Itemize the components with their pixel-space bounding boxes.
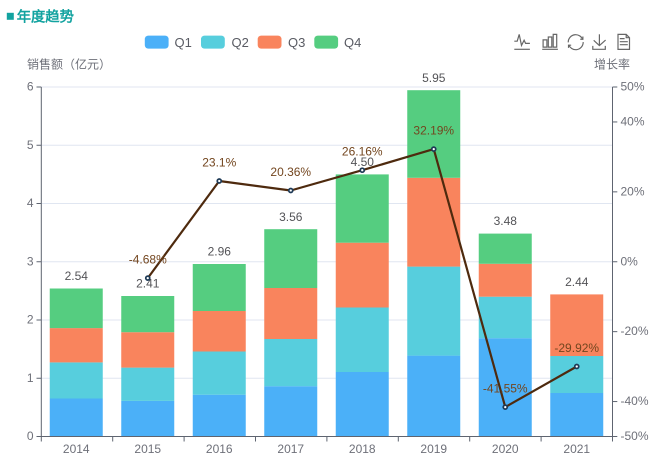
svg-text:6: 6 bbox=[27, 80, 34, 94]
svg-text:4: 4 bbox=[27, 196, 34, 210]
svg-text:26.16%: 26.16% bbox=[342, 145, 383, 159]
svg-text:2019: 2019 bbox=[420, 442, 447, 456]
svg-text:4.50: 4.50 bbox=[351, 155, 375, 169]
svg-text:3.48: 3.48 bbox=[494, 214, 518, 228]
svg-text:Q4: Q4 bbox=[344, 35, 361, 50]
svg-text:2020: 2020 bbox=[492, 442, 519, 456]
svg-text:1: 1 bbox=[27, 371, 34, 385]
svg-text:-50%: -50% bbox=[621, 429, 649, 443]
svg-text:40%: 40% bbox=[621, 114, 645, 128]
svg-text:32.19%: 32.19% bbox=[413, 124, 454, 138]
svg-text:3.56: 3.56 bbox=[279, 210, 303, 224]
svg-text:2.96: 2.96 bbox=[208, 245, 232, 259]
svg-text:销售额（亿元）: 销售额（亿元） bbox=[27, 57, 111, 72]
svg-text:5: 5 bbox=[27, 138, 34, 152]
svg-text:Q3: Q3 bbox=[288, 35, 305, 50]
svg-text:-41.55%: -41.55% bbox=[483, 382, 528, 396]
svg-text:23.1%: 23.1% bbox=[202, 156, 236, 170]
svg-text:-4.68%: -4.68% bbox=[129, 253, 167, 267]
svg-text:0: 0 bbox=[27, 429, 34, 443]
svg-text:2014: 2014 bbox=[63, 442, 90, 456]
svg-text:2.44: 2.44 bbox=[565, 275, 589, 289]
svg-text:增长率: 增长率 bbox=[594, 57, 630, 72]
svg-text:3: 3 bbox=[27, 254, 34, 268]
svg-text:2.54: 2.54 bbox=[65, 269, 89, 283]
svg-text:20.36%: 20.36% bbox=[270, 165, 311, 179]
svg-text:Q2: Q2 bbox=[232, 35, 249, 50]
svg-text:年度趋势: 年度趋势 bbox=[17, 8, 75, 26]
svg-text:Q1: Q1 bbox=[175, 35, 192, 50]
svg-text:2: 2 bbox=[27, 313, 34, 327]
svg-text:2016: 2016 bbox=[206, 442, 233, 456]
svg-text:-20%: -20% bbox=[621, 324, 649, 338]
svg-text:50%: 50% bbox=[621, 80, 645, 94]
svg-text:-40%: -40% bbox=[621, 394, 649, 408]
svg-text:5.95: 5.95 bbox=[422, 71, 446, 85]
svg-text:0%: 0% bbox=[621, 254, 639, 268]
svg-text:2021: 2021 bbox=[563, 442, 590, 456]
svg-text:2.41: 2.41 bbox=[136, 277, 160, 291]
svg-text:-29.92%: -29.92% bbox=[554, 341, 599, 355]
svg-text:2017: 2017 bbox=[277, 442, 304, 456]
svg-text:2015: 2015 bbox=[134, 442, 161, 456]
svg-text:20%: 20% bbox=[621, 184, 645, 198]
svg-text:2018: 2018 bbox=[349, 442, 376, 456]
